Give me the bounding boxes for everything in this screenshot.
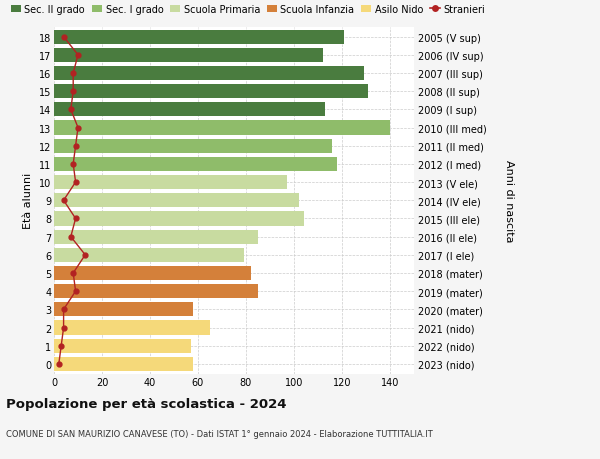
Bar xyxy=(54,157,337,172)
Bar xyxy=(54,30,344,45)
Bar xyxy=(54,139,332,153)
Y-axis label: Anni di nascita: Anni di nascita xyxy=(503,160,514,242)
Bar xyxy=(54,85,368,99)
Legend: Sec. II grado, Sec. I grado, Scuola Primaria, Scuola Infanzia, Asilo Nido, Stran: Sec. II grado, Sec. I grado, Scuola Prim… xyxy=(11,5,485,15)
Bar xyxy=(54,357,193,371)
Bar xyxy=(54,266,251,280)
Bar xyxy=(54,248,244,263)
Bar xyxy=(54,103,325,117)
Bar xyxy=(54,212,304,226)
Bar xyxy=(54,339,191,353)
Bar xyxy=(54,285,258,299)
Y-axis label: Età alunni: Età alunni xyxy=(23,173,33,229)
Bar xyxy=(54,302,193,317)
Bar xyxy=(54,176,287,190)
Text: Popolazione per età scolastica - 2024: Popolazione per età scolastica - 2024 xyxy=(6,397,287,410)
Bar xyxy=(54,230,258,244)
Bar xyxy=(54,121,390,135)
Text: COMUNE DI SAN MAURIZIO CANAVESE (TO) - Dati ISTAT 1° gennaio 2024 - Elaborazione: COMUNE DI SAN MAURIZIO CANAVESE (TO) - D… xyxy=(6,429,433,438)
Bar xyxy=(54,194,299,208)
Bar xyxy=(54,321,210,335)
Bar xyxy=(54,49,323,63)
Bar xyxy=(54,67,364,81)
